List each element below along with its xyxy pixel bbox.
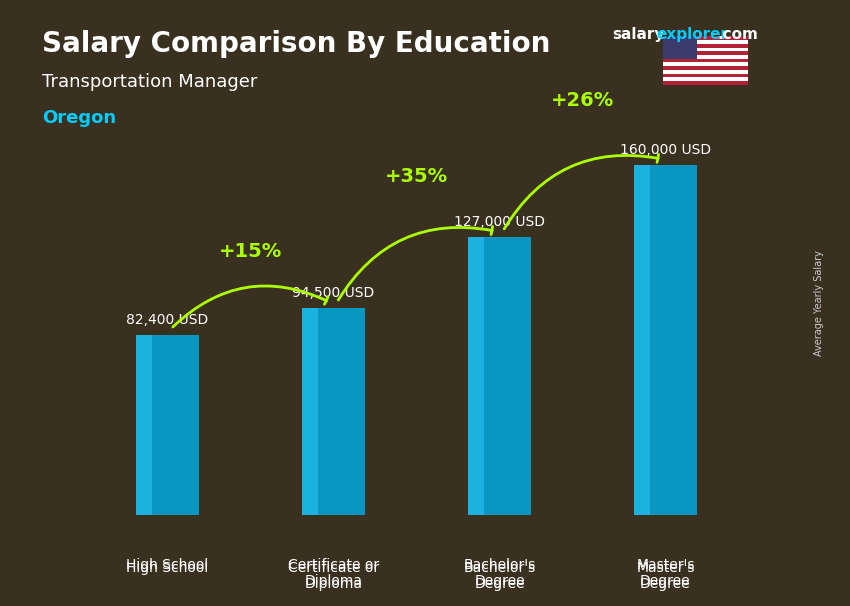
FancyBboxPatch shape <box>302 308 318 515</box>
Text: Certificate or
Diploma: Certificate or Diploma <box>288 558 379 588</box>
FancyBboxPatch shape <box>302 308 365 515</box>
Text: salary: salary <box>612 27 665 42</box>
Bar <box>663 70 748 74</box>
Text: High School: High School <box>127 561 209 574</box>
Text: Bachelor's
Degree: Bachelor's Degree <box>463 561 536 591</box>
Text: +15%: +15% <box>219 242 282 261</box>
Bar <box>663 36 697 59</box>
FancyBboxPatch shape <box>634 165 697 515</box>
Text: +26%: +26% <box>551 91 614 110</box>
Bar <box>663 47 748 52</box>
Bar <box>663 52 748 55</box>
FancyBboxPatch shape <box>634 165 649 515</box>
Text: Oregon: Oregon <box>42 109 116 127</box>
Text: Average Yearly Salary: Average Yearly Salary <box>814 250 824 356</box>
Text: Certificate or
Diploma: Certificate or Diploma <box>288 561 379 591</box>
Bar <box>663 81 748 85</box>
Text: 94,500 USD: 94,500 USD <box>292 287 375 301</box>
FancyBboxPatch shape <box>468 237 484 515</box>
Bar <box>663 40 748 44</box>
FancyBboxPatch shape <box>136 335 152 515</box>
Text: Salary Comparison By Education: Salary Comparison By Education <box>42 30 551 58</box>
Text: Bachelor's
Degree: Bachelor's Degree <box>463 558 536 588</box>
Text: +35%: +35% <box>385 167 448 186</box>
Bar <box>663 36 748 40</box>
Bar <box>663 55 748 59</box>
Text: explorer: explorer <box>656 27 728 42</box>
Bar <box>663 44 748 47</box>
FancyBboxPatch shape <box>136 335 199 515</box>
Text: 127,000 USD: 127,000 USD <box>454 215 545 229</box>
Bar <box>663 78 748 81</box>
Text: Transportation Manager: Transportation Manager <box>42 73 258 91</box>
Bar <box>663 74 748 78</box>
Bar <box>663 59 748 62</box>
Text: Master's
Degree: Master's Degree <box>636 558 694 588</box>
Bar <box>663 62 748 66</box>
Text: High School: High School <box>127 558 209 571</box>
Bar <box>663 66 748 70</box>
Text: 160,000 USD: 160,000 USD <box>620 143 711 157</box>
Text: 82,400 USD: 82,400 USD <box>127 313 209 327</box>
Text: Master's
Degree: Master's Degree <box>636 561 694 591</box>
FancyBboxPatch shape <box>468 237 531 515</box>
Text: .com: .com <box>717 27 758 42</box>
